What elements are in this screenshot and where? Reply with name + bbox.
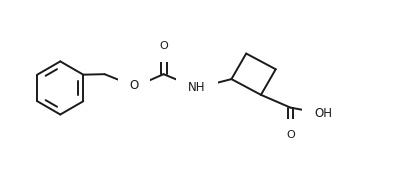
Text: O: O <box>286 130 295 140</box>
Text: OH: OH <box>314 107 332 120</box>
Text: NH: NH <box>188 81 206 95</box>
Text: O: O <box>159 41 168 51</box>
Text: O: O <box>129 80 139 92</box>
